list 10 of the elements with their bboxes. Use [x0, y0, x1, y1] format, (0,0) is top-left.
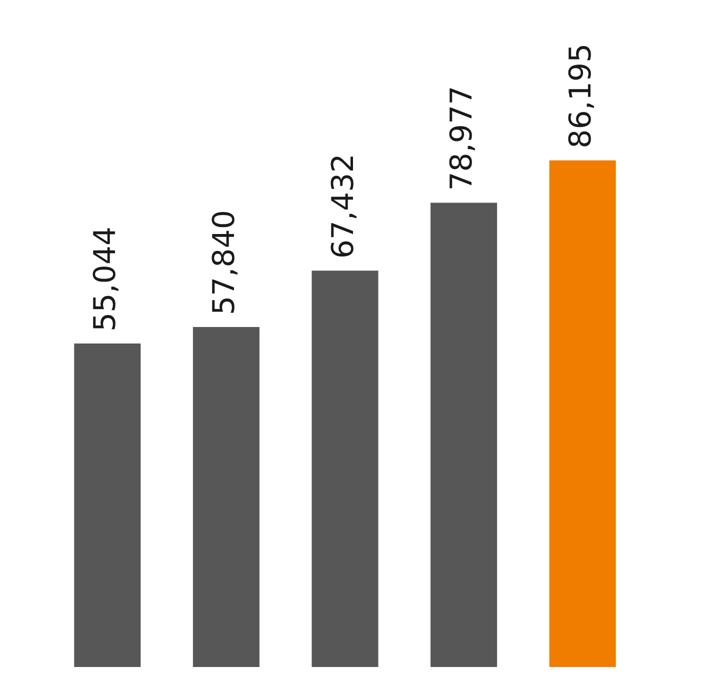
bar [74, 343, 141, 667]
bar [312, 270, 378, 667]
bar [192, 327, 260, 667]
data-label: 67,432 [326, 154, 361, 259]
data-label: 86,195 [563, 43, 598, 148]
bar [430, 202, 498, 667]
data-label: 57,840 [206, 210, 242, 316]
bar [549, 160, 616, 667]
data-label: 78,977 [444, 86, 480, 191]
data-label: 55,044 [88, 226, 124, 332]
